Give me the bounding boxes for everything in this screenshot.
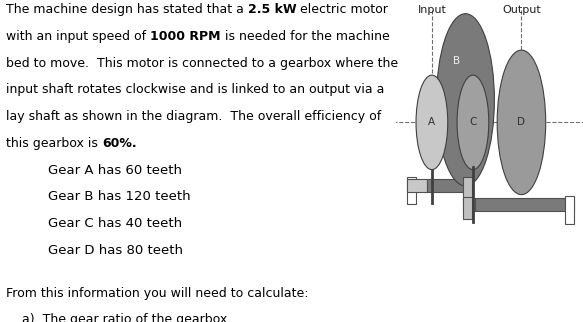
Text: 2.5 kW: 2.5 kW [248,3,296,16]
Text: D: D [518,117,525,128]
Text: 60%.: 60%. [102,137,136,150]
Text: Gear C has 40 teeth: Gear C has 40 teeth [48,217,182,230]
Bar [566,196,574,224]
Text: The machine design has stated that a: The machine design has stated that a [6,3,248,16]
Text: a)  The gear ratio of the gearbox.: a) The gear ratio of the gearbox. [22,313,231,322]
Text: Gear B has 120 teeth: Gear B has 120 teeth [48,190,190,203]
Text: C: C [469,117,477,128]
Bar [463,177,472,201]
Text: 1000 RPM: 1000 RPM [150,30,220,43]
Text: From this information you will need to calculate:: From this information you will need to c… [6,287,308,299]
Text: Gear A has 60 teeth: Gear A has 60 teeth [48,164,181,176]
Text: this gearbox is: this gearbox is [6,137,102,150]
Ellipse shape [497,50,546,194]
Bar [463,198,475,211]
Text: Input: Input [417,5,447,15]
Ellipse shape [437,14,494,186]
Text: A: A [429,117,436,128]
Text: input shaft rotates clockwise and is linked to an output via a: input shaft rotates clockwise and is lin… [6,83,384,96]
Text: lay shaft as shown in the diagram.  The overall efficiency of: lay shaft as shown in the diagram. The o… [6,110,381,123]
Ellipse shape [457,75,489,170]
Text: Output: Output [502,5,541,15]
Text: electric motor: electric motor [296,3,388,16]
Text: Gear D has 80 teeth: Gear D has 80 teeth [48,244,182,257]
Text: is needed for the machine: is needed for the machine [220,30,389,43]
Text: with an input speed of: with an input speed of [6,30,150,43]
Bar [407,179,427,192]
Bar [427,179,471,192]
Bar [475,198,574,211]
Ellipse shape [416,75,448,170]
Bar [463,197,472,219]
Text: B: B [452,56,460,66]
Text: bed to move.  This motor is connected to a gearbox where the: bed to move. This motor is connected to … [6,57,398,70]
Bar [407,177,416,204]
